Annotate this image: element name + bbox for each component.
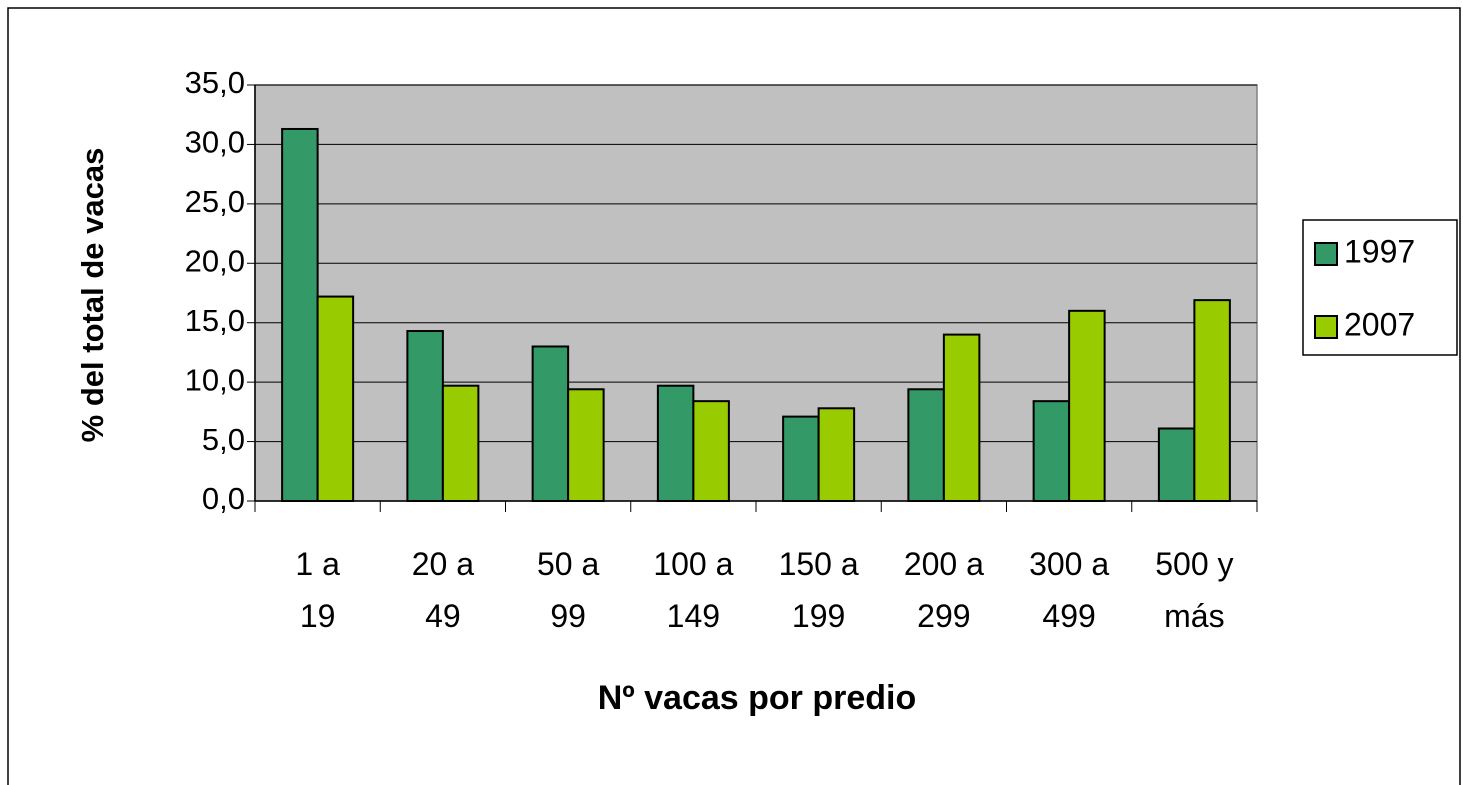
x-tick-label: 1 a 19	[295, 546, 340, 634]
bar	[942, 333, 981, 502]
y-tick-label: 0,0	[202, 481, 245, 516]
bar	[656, 384, 695, 502]
plot-area	[254, 84, 1258, 502]
y-tick-label: 30,0	[185, 125, 245, 160]
legend-label: 2007	[1344, 306, 1415, 342]
legend-label: 1997	[1344, 233, 1415, 269]
y-axis-title: % del total de vacas	[75, 148, 110, 443]
x-tick-label: 50 a 99	[536, 546, 600, 634]
bar	[441, 384, 480, 502]
y-tick-label: 35,0	[185, 65, 245, 100]
x-tick-label: 500 y más	[1155, 546, 1234, 634]
x-tick-label: 20 a 49	[411, 546, 475, 634]
bar	[1193, 299, 1231, 503]
bar	[1157, 427, 1196, 502]
bar	[406, 330, 444, 502]
y-tick-label: 10,0	[185, 362, 245, 397]
bar	[1068, 309, 1106, 503]
y-tick-label: 20,0	[185, 243, 245, 278]
legend-swatch	[1314, 315, 1338, 339]
bar	[817, 407, 856, 503]
bar	[567, 388, 605, 503]
bar	[1032, 400, 1071, 502]
bar	[281, 127, 319, 502]
chart-frame	[7, 7, 1461, 785]
legend-swatch	[1314, 242, 1338, 266]
x-tick-label: 300 a 499	[1029, 546, 1110, 634]
bar	[531, 345, 570, 502]
x-tick-label: 200 a 299	[903, 546, 984, 634]
x-axis-title: Nº vacas por predio	[598, 679, 917, 717]
x-tick-label: 150 a 199	[778, 546, 859, 634]
bar	[907, 388, 945, 503]
bar	[782, 415, 820, 502]
bar	[692, 400, 730, 502]
x-tick-label: 100 a 149	[653, 546, 734, 634]
bar	[316, 295, 355, 502]
y-tick-label: 5,0	[202, 422, 245, 457]
y-tick-label: 15,0	[185, 303, 245, 338]
y-tick-label: 25,0	[185, 184, 245, 219]
